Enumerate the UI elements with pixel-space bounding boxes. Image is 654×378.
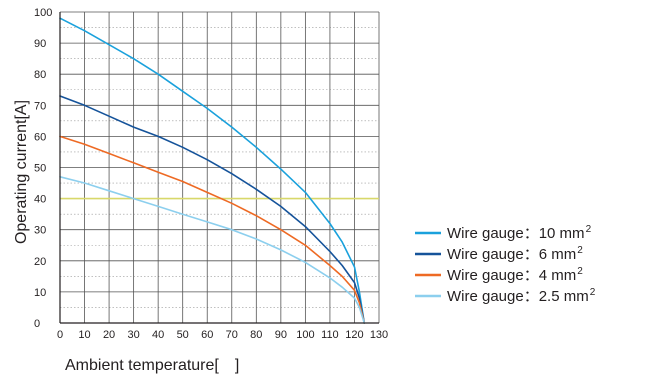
series-line-3 xyxy=(59,135,366,324)
x-tick-label: 70 xyxy=(226,329,238,341)
x-tick-label: 110 xyxy=(321,329,339,341)
legend-label-1: Wire gauge：10 mm xyxy=(447,225,585,242)
x-tick-label: 60 xyxy=(201,329,213,341)
y-tick-label: 40 xyxy=(34,194,46,206)
y-tick-label: 80 xyxy=(34,69,46,81)
legend-label-4: Wire gauge：2.5 mm xyxy=(447,288,589,305)
x-tick-label: 120 xyxy=(345,329,363,341)
y-tick-label: 30 xyxy=(34,225,46,237)
tick-labels: 0 10 20 30 40 50 60 70 80 90 100 0 10 20 30 40 50 60 70 80 9… xyxy=(34,7,388,341)
y-tick-label: 10 xyxy=(34,287,46,299)
x-tick-label: 80 xyxy=(250,329,262,341)
y-tick-label: 0 xyxy=(34,318,40,330)
series-line-2 xyxy=(59,95,366,324)
y-tick-label: 100 xyxy=(34,7,52,19)
x-tick-label: 10 xyxy=(78,329,90,341)
x-tick-label: 30 xyxy=(127,329,139,341)
series-line-1 xyxy=(59,17,366,324)
x-tick-label: 40 xyxy=(152,329,164,341)
x-tick-label: 130 xyxy=(370,329,388,341)
y-tick-label: 70 xyxy=(34,100,46,112)
x-tick-label: 90 xyxy=(275,329,287,341)
x-tick-label: 20 xyxy=(103,329,115,341)
axes xyxy=(59,12,379,324)
legend-label-superscript-1: 2 xyxy=(586,224,592,235)
y-tick-label: 50 xyxy=(34,163,46,175)
y-tick-label: 60 xyxy=(34,131,46,143)
series-line-4 xyxy=(59,176,366,324)
series-layer xyxy=(59,17,366,324)
legend-label-3: Wire gauge：4 mm xyxy=(447,267,576,284)
y-axis-label: Operating current[A] xyxy=(13,100,30,244)
y-tick-label: 90 xyxy=(34,38,46,50)
x-tick-label: 0 xyxy=(57,329,63,341)
x-tick-label: 50 xyxy=(177,329,189,341)
legend-label-superscript-3: 2 xyxy=(577,266,583,277)
legend-label-superscript-4: 2 xyxy=(590,287,596,298)
y-tick-label: 20 xyxy=(34,256,46,268)
x-axis-label: Ambient temperature[ ] xyxy=(65,357,239,374)
legend-label-2: Wire gauge：6 mm xyxy=(447,246,576,263)
legend-label-superscript-2: 2 xyxy=(577,245,583,256)
x-tick-label: 100 xyxy=(296,329,314,341)
